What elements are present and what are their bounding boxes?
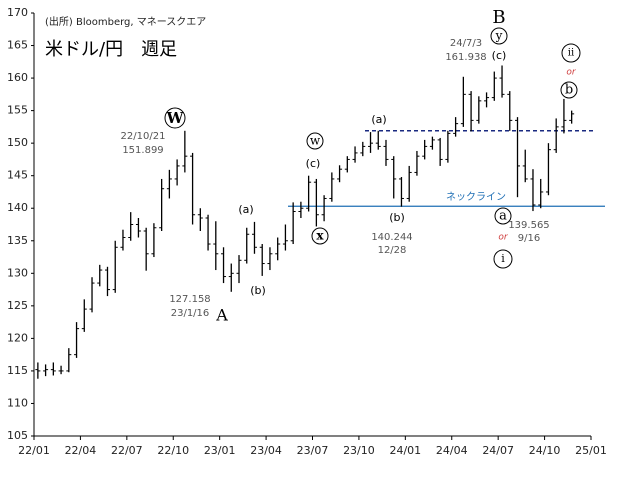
wave-circle [494, 207, 512, 225]
wave-label: x [316, 229, 324, 243]
x-tick-label: 24/07 [482, 444, 514, 457]
annotation: 23/1/16 [171, 308, 210, 319]
x-tick-label: 22/07 [111, 444, 143, 457]
annotation: 161.938 [445, 52, 486, 63]
wave-circle [306, 132, 324, 150]
wave-circle [560, 81, 578, 99]
or-label: or [498, 233, 509, 243]
annotation: 22/10/21 [121, 131, 166, 142]
x-tick-label: 24/01 [389, 444, 421, 457]
x-tick-label: 23/01 [204, 444, 236, 457]
wave-label: (b) [250, 284, 266, 297]
y-tick-label: 125 [7, 299, 28, 312]
y-tick-label: 170 [7, 6, 28, 19]
wave-circle [164, 107, 186, 129]
y-tick-label: 115 [7, 364, 28, 377]
wave-label: A [215, 306, 228, 325]
y-tick-label: 145 [7, 169, 28, 182]
wave-label: ii [568, 48, 574, 59]
x-tick-label: 23/07 [297, 444, 329, 457]
annotation: 127.158 [169, 294, 210, 305]
y-tick-label: 140 [7, 201, 28, 214]
y-tick-label: 130 [7, 266, 28, 279]
y-tick-label: 165 [7, 39, 28, 52]
wave-circle [490, 27, 508, 45]
annotation: 9/16 [518, 233, 540, 244]
wave-label: B [492, 7, 505, 28]
neckline-label: ネックライン [446, 191, 506, 203]
x-tick-label: 22/10 [157, 444, 189, 457]
x-tick-label: 24/10 [529, 444, 561, 457]
x-tick-label: 23/04 [250, 444, 282, 457]
x-tick-label: 24/04 [436, 444, 468, 457]
y-tick-label: 105 [7, 429, 28, 442]
wave-label: w [310, 134, 321, 148]
source: (出所) Bloomberg, マネースクエア [45, 15, 206, 28]
wave-label: (c) [306, 157, 321, 170]
wave-circle [493, 249, 513, 269]
y-tick-label: 160 [7, 71, 28, 84]
y-tick-label: 155 [7, 104, 28, 117]
x-tick-label: 25/01 [575, 444, 607, 457]
chart-title: 米ドル/円 週足 [45, 39, 177, 60]
wave-label: y [495, 29, 503, 43]
y-tick-label: 110 [7, 396, 28, 409]
or-label: or [566, 68, 577, 78]
x-tick-label: 22/04 [65, 444, 97, 457]
y-tick-label: 135 [7, 234, 28, 247]
wave-label: b [565, 83, 573, 98]
wave-label: (c) [492, 49, 507, 62]
annotation: 151.899 [122, 145, 163, 156]
wave-label: W [166, 109, 185, 127]
wave-label: (a) [371, 113, 386, 126]
wave-label: i [501, 252, 505, 265]
annotation: 12/28 [378, 245, 407, 256]
annotation: 140.244 [371, 232, 412, 243]
wave-label: a [499, 209, 507, 224]
y-tick-label: 150 [7, 136, 28, 149]
wave-circle [561, 43, 581, 63]
wave-label: (a) [238, 203, 253, 216]
wave-circle [311, 227, 329, 245]
wave-label: (b) [389, 211, 405, 224]
x-tick-label: 22/01 [18, 444, 50, 457]
x-tick-label: 23/10 [343, 444, 375, 457]
annotation: 24/7/3 [450, 38, 482, 49]
y-tick-label: 120 [7, 331, 28, 344]
annotation: 139.565 [508, 220, 549, 231]
